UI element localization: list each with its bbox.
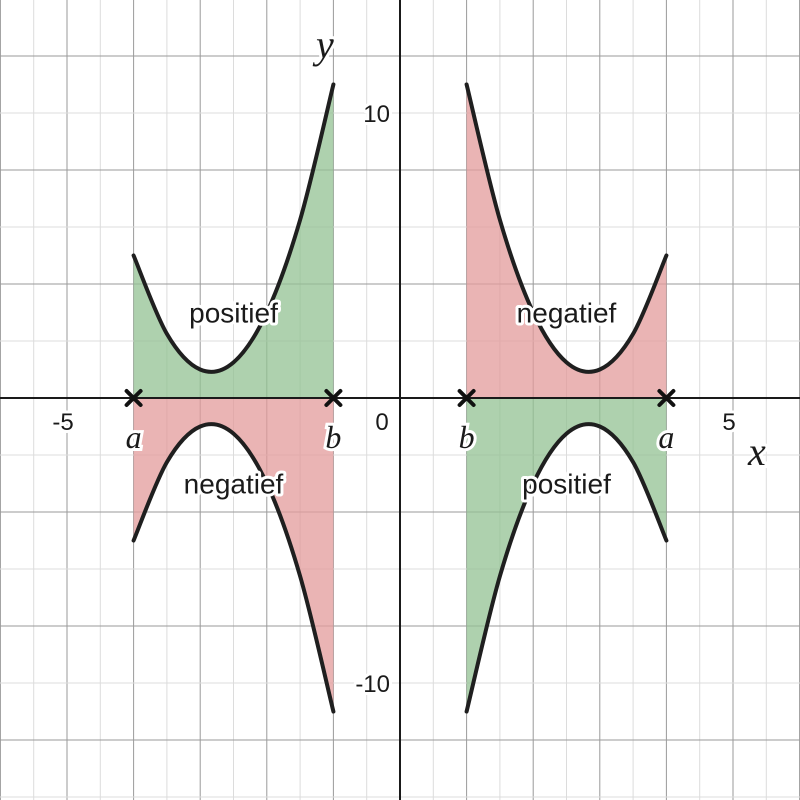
x-tick-label: 0 [375, 409, 388, 436]
bound-markers [124, 389, 676, 407]
bound-label: a [658, 419, 674, 455]
region-left-lower [133, 398, 334, 712]
bound-label: a [126, 419, 142, 455]
region-right-upper [466, 84, 667, 398]
y-tick-label: -10 [355, 671, 390, 698]
region-label-right-lower: positief [522, 469, 611, 500]
x-axis-label: x [747, 429, 766, 474]
bound-marker [657, 389, 676, 407]
region-label-left-upper: positief [189, 298, 278, 329]
bound-label: b [325, 419, 341, 455]
region-label-left-lower: negatief [184, 469, 284, 500]
x-tick-label: -5 [52, 409, 73, 436]
curve-right-upper [464, 82, 669, 374]
y-axis-label: y [312, 22, 334, 67]
region-left-upper [133, 84, 334, 398]
curve-left-lower [131, 422, 336, 714]
x-tick-label: 5 [722, 409, 735, 436]
region-right-lower [466, 398, 667, 712]
regions: positief negatief negatief positief [131, 82, 669, 714]
y-tick-label: 10 [363, 101, 390, 128]
region-label-right-upper: negatief [517, 298, 617, 329]
curve-left-upper [131, 82, 336, 374]
bound-marker [324, 389, 343, 407]
bound-label: b [459, 419, 475, 455]
bound-marker [124, 389, 143, 407]
curve-right-lower [464, 422, 669, 714]
bound-marker [457, 389, 476, 407]
